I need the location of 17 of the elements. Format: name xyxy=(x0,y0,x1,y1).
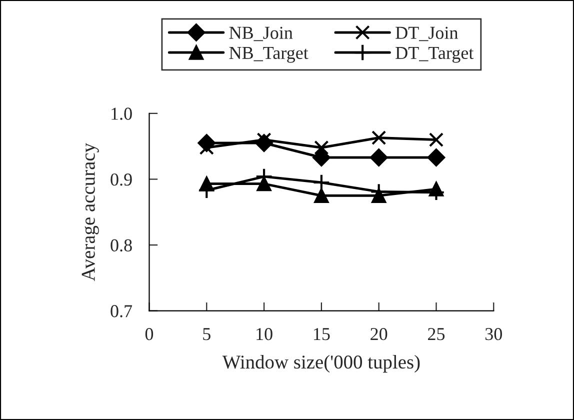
x-tick-label: 5 xyxy=(203,328,210,340)
y-tick-label: 0.7 xyxy=(110,305,132,318)
x-tick-label: 15 xyxy=(314,328,330,340)
x-tick-label: 30 xyxy=(485,328,502,340)
x-tick-label: 20 xyxy=(370,328,388,340)
y-tick-label: 1.0 xyxy=(112,108,132,120)
y-tick-label: 0.8 xyxy=(110,239,132,252)
x-tick-label: 10 xyxy=(256,328,272,340)
y-axis-title: Average accuracy xyxy=(82,143,99,282)
y-tick-label: 0.9 xyxy=(110,173,132,186)
legend-label: NB_Target xyxy=(229,47,308,63)
legend-label: DT_Target xyxy=(396,47,474,63)
x-tick-label: 25 xyxy=(428,328,445,340)
x-axis-title: Window size('000 tuples) xyxy=(222,354,420,373)
x-tick-label: 0 xyxy=(145,328,154,340)
legend-label: NB_Join xyxy=(229,26,293,42)
legend-label: DT_Join xyxy=(396,26,458,42)
